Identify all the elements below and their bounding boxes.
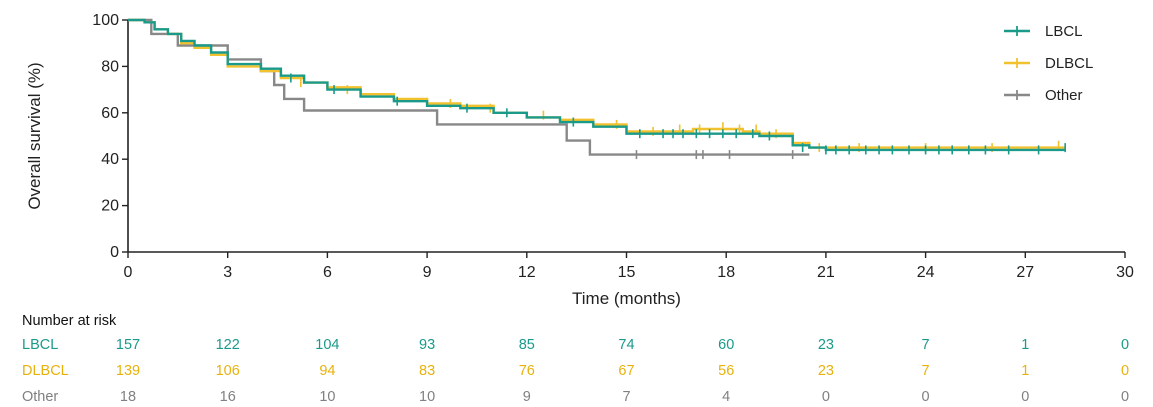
risk-row-label: Other: [22, 389, 58, 405]
x-tick-label: 15: [618, 264, 636, 281]
x-tick-label: 30: [1116, 264, 1134, 281]
risk-value: 0: [1121, 363, 1129, 379]
y-tick-label: 0: [110, 244, 119, 261]
risk-value: 1: [1021, 337, 1029, 353]
series-line-other: [128, 18, 810, 156]
risk-value: 56: [718, 363, 734, 379]
series-line-lbcl: [128, 18, 1066, 152]
risk-value: 0: [1021, 389, 1029, 405]
risk-value: 9: [523, 389, 531, 405]
risk-value: 0: [1121, 337, 1129, 353]
risk-value: 0: [822, 389, 830, 405]
risk-value: 7: [922, 337, 930, 353]
y-tick-label: 100: [92, 12, 119, 29]
risk-value: 23: [818, 363, 834, 379]
risk-value: 85: [519, 337, 535, 353]
risk-value: 94: [319, 363, 335, 379]
risk-row-label: LBCL: [22, 337, 58, 353]
risk-value: 10: [419, 389, 435, 405]
risk-value: 106: [216, 363, 240, 379]
axes: 0 20 40 60 80 100 0 3 6 9 12 15 18 21 24 27 30: [92, 12, 1134, 281]
x-tick-label: 24: [917, 264, 935, 281]
risk-value: 16: [220, 389, 236, 405]
legend: LBCL DLBCL Other: [1004, 23, 1093, 104]
risk-value: 60: [718, 337, 734, 353]
risk-value: 74: [618, 337, 634, 353]
number-at-risk-title: Number at risk: [22, 313, 117, 329]
series-layer: [128, 18, 1066, 160]
y-axis-title: Overall survival (%): [25, 62, 44, 209]
risk-value: 1: [1021, 363, 1029, 379]
risk-value: 76: [519, 363, 535, 379]
risk-value: 18: [120, 389, 136, 405]
y-tick-label: 80: [101, 58, 119, 75]
risk-value: 0: [1121, 389, 1129, 405]
risk-value: 7: [922, 363, 930, 379]
risk-value: 83: [419, 363, 435, 379]
legend-label: Other: [1045, 87, 1083, 104]
risk-value: 0: [922, 389, 930, 405]
risk-value: 139: [116, 363, 140, 379]
x-tick-label: 12: [518, 264, 536, 281]
risk-value: 23: [818, 337, 834, 353]
risk-value: 104: [315, 337, 339, 353]
x-tick-label: 27: [1016, 264, 1034, 281]
risk-value: 10: [319, 389, 335, 405]
legend-label: LBCL: [1045, 23, 1083, 40]
x-tick-label: 6: [323, 264, 332, 281]
x-tick-label: 9: [423, 264, 432, 281]
x-tick-label: 21: [817, 264, 835, 281]
series-line-dlbcl: [128, 18, 1066, 149]
x-tick-label: 18: [717, 264, 735, 281]
x-tick-label: 3: [223, 264, 232, 281]
y-tick-label: 60: [101, 105, 119, 122]
x-axis-title: Time (months): [572, 289, 681, 308]
risk-value: 67: [618, 363, 634, 379]
risk-value: 4: [722, 389, 730, 405]
risk-row-label: DLBCL: [22, 363, 69, 379]
risk-value: 122: [216, 337, 240, 353]
legend-label: DLBCL: [1045, 55, 1093, 72]
y-tick-label: 20: [101, 198, 119, 215]
y-tick-label: 40: [101, 151, 119, 168]
x-tick-label: 0: [124, 264, 133, 281]
risk-value: 93: [419, 337, 435, 353]
risk-value: 7: [622, 389, 630, 405]
risk-value: 157: [116, 337, 140, 353]
